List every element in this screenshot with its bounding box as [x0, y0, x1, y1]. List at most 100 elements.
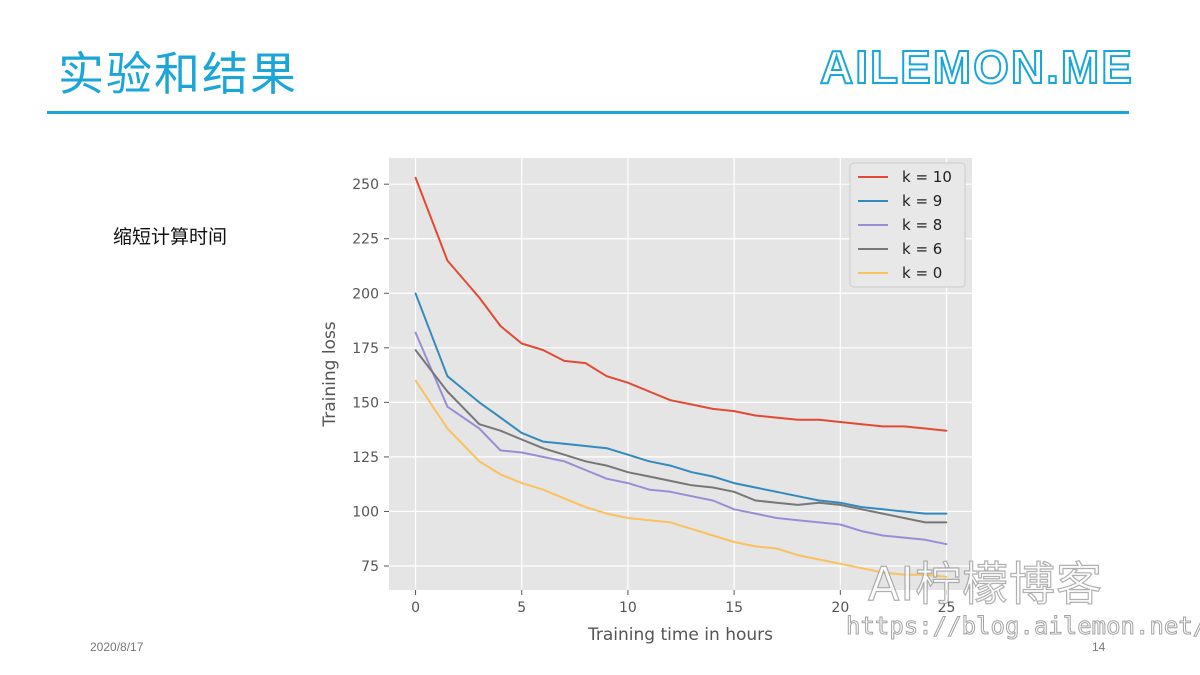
title-divider — [47, 111, 1129, 114]
data-point — [627, 482, 629, 484]
data-point — [881, 512, 884, 515]
data-point — [605, 477, 608, 480]
y-axis-label: Training loss — [320, 321, 340, 427]
data-point — [924, 427, 927, 430]
data-point — [690, 403, 693, 406]
data-point — [584, 506, 587, 508]
data-point — [775, 501, 778, 504]
data-point — [563, 360, 566, 362]
data-point — [414, 349, 417, 351]
data-point — [796, 554, 799, 556]
data-point — [754, 499, 757, 502]
y-tick-label: 100 — [352, 504, 379, 520]
slide-title: 实验和结果 — [58, 47, 298, 101]
data-point — [446, 427, 449, 430]
data-point — [478, 296, 481, 299]
data-point — [711, 475, 714, 478]
data-point — [542, 456, 544, 458]
legend-label-3: k = 6 — [902, 240, 942, 258]
data-point — [520, 432, 523, 434]
data-point — [499, 416, 502, 419]
data-point — [690, 495, 693, 498]
data-point — [711, 408, 714, 410]
brand-logo: AILEMON.ME — [819, 40, 1134, 94]
data-point — [520, 451, 523, 454]
data-point — [414, 176, 417, 179]
data-point — [478, 460, 481, 463]
data-point — [669, 399, 672, 402]
data-point — [839, 523, 842, 526]
legend-label-1: k = 9 — [902, 192, 942, 210]
data-point — [478, 423, 481, 426]
data-point — [563, 497, 566, 500]
data-point — [754, 414, 757, 417]
data-point — [499, 325, 502, 327]
data-point — [669, 521, 672, 524]
data-point — [605, 447, 608, 450]
data-point — [839, 504, 842, 506]
data-point — [605, 375, 608, 378]
data-point — [690, 471, 693, 474]
data-point — [446, 259, 449, 262]
data-point — [945, 429, 948, 432]
data-point — [446, 405, 449, 408]
data-point — [627, 381, 629, 384]
page-number: 14 — [1092, 640, 1106, 654]
bullet-text: 缩短计算时间 — [113, 226, 228, 248]
data-point — [690, 484, 693, 487]
legend-label-4: k = 0 — [902, 264, 942, 282]
watermark-url: https://blog.ailemon.net/ — [845, 612, 1200, 641]
data-point — [478, 401, 481, 404]
data-point — [818, 558, 820, 561]
data-point — [818, 501, 820, 504]
data-point — [446, 390, 449, 393]
data-point — [881, 425, 884, 428]
data-point — [414, 331, 417, 334]
data-point — [796, 495, 799, 498]
data-point — [584, 469, 587, 471]
data-point — [499, 473, 502, 476]
data-point — [839, 421, 842, 423]
data-point — [446, 375, 449, 378]
data-point — [584, 460, 587, 463]
data-point — [520, 438, 523, 441]
legend-label-0: k = 10 — [902, 168, 952, 186]
data-point — [542, 349, 544, 351]
data-point — [903, 536, 905, 539]
y-tick-label: 150 — [352, 395, 379, 411]
data-point — [860, 508, 863, 511]
data-point — [584, 362, 587, 364]
data-point — [860, 567, 863, 570]
data-point — [903, 573, 905, 576]
data-point — [818, 499, 820, 502]
data-point — [839, 562, 842, 565]
data-point — [796, 519, 799, 522]
data-point — [733, 541, 736, 543]
data-point — [648, 488, 651, 491]
x-tick-label: 0 — [411, 600, 420, 616]
legend-label-2: k = 8 — [902, 216, 942, 234]
data-point — [839, 501, 842, 504]
data-point — [754, 545, 757, 548]
x-tick-label: 15 — [725, 600, 743, 616]
data-point — [690, 528, 693, 530]
data-point — [648, 390, 651, 393]
data-point — [542, 488, 544, 491]
data-point — [945, 512, 948, 515]
data-point — [881, 571, 884, 574]
data-point — [733, 410, 736, 412]
data-point — [669, 480, 672, 482]
data-point — [563, 453, 566, 456]
data-point — [605, 464, 608, 467]
data-point — [520, 482, 523, 484]
data-point — [669, 464, 672, 467]
data-point — [903, 510, 905, 513]
data-point — [796, 504, 799, 506]
data-point — [627, 471, 629, 474]
data-point — [605, 512, 608, 515]
data-point — [775, 517, 778, 519]
data-point — [669, 490, 672, 493]
y-tick-label: 175 — [352, 341, 379, 357]
data-point — [860, 506, 863, 508]
data-point — [775, 490, 778, 493]
